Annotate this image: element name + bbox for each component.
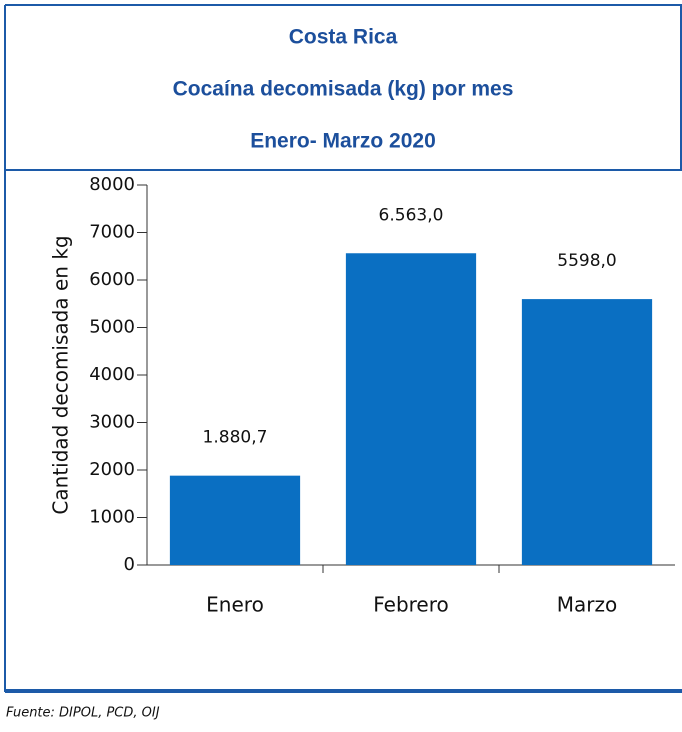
y-axis-title: Cantidad decomisada en kg [49,235,73,514]
source-note: Fuente: DIPOL, PCD, OIJ [6,706,160,721]
y-tick-label: 3000 [89,412,135,433]
y-tick-label: 6000 [89,269,135,290]
y-tick-label: 0 [124,554,135,575]
chart-title: Costa Rica [289,26,398,49]
y-tick-label: 2000 [89,459,135,480]
y-tick-label: 7000 [89,222,135,243]
value-label: 6.563,0 [379,205,444,225]
y-tick-label: 8000 [89,174,135,195]
chart-subtitle: Cocaína decomisada (kg) por mes [173,78,514,101]
chart-period: Enero- Marzo 2020 [250,130,436,153]
y-tick-label: 5000 [89,317,135,338]
y-tick-label: 4000 [89,364,135,385]
x-tick-label: Enero [206,593,264,617]
x-tick-label: Marzo [557,593,617,617]
bar [345,253,477,565]
bar [169,475,301,565]
value-label: 5598,0 [557,251,616,271]
value-label: 1.880,7 [203,428,268,448]
x-tick-label: Febrero [373,593,449,617]
bar [521,299,653,565]
y-tick-label: 1000 [89,507,135,528]
